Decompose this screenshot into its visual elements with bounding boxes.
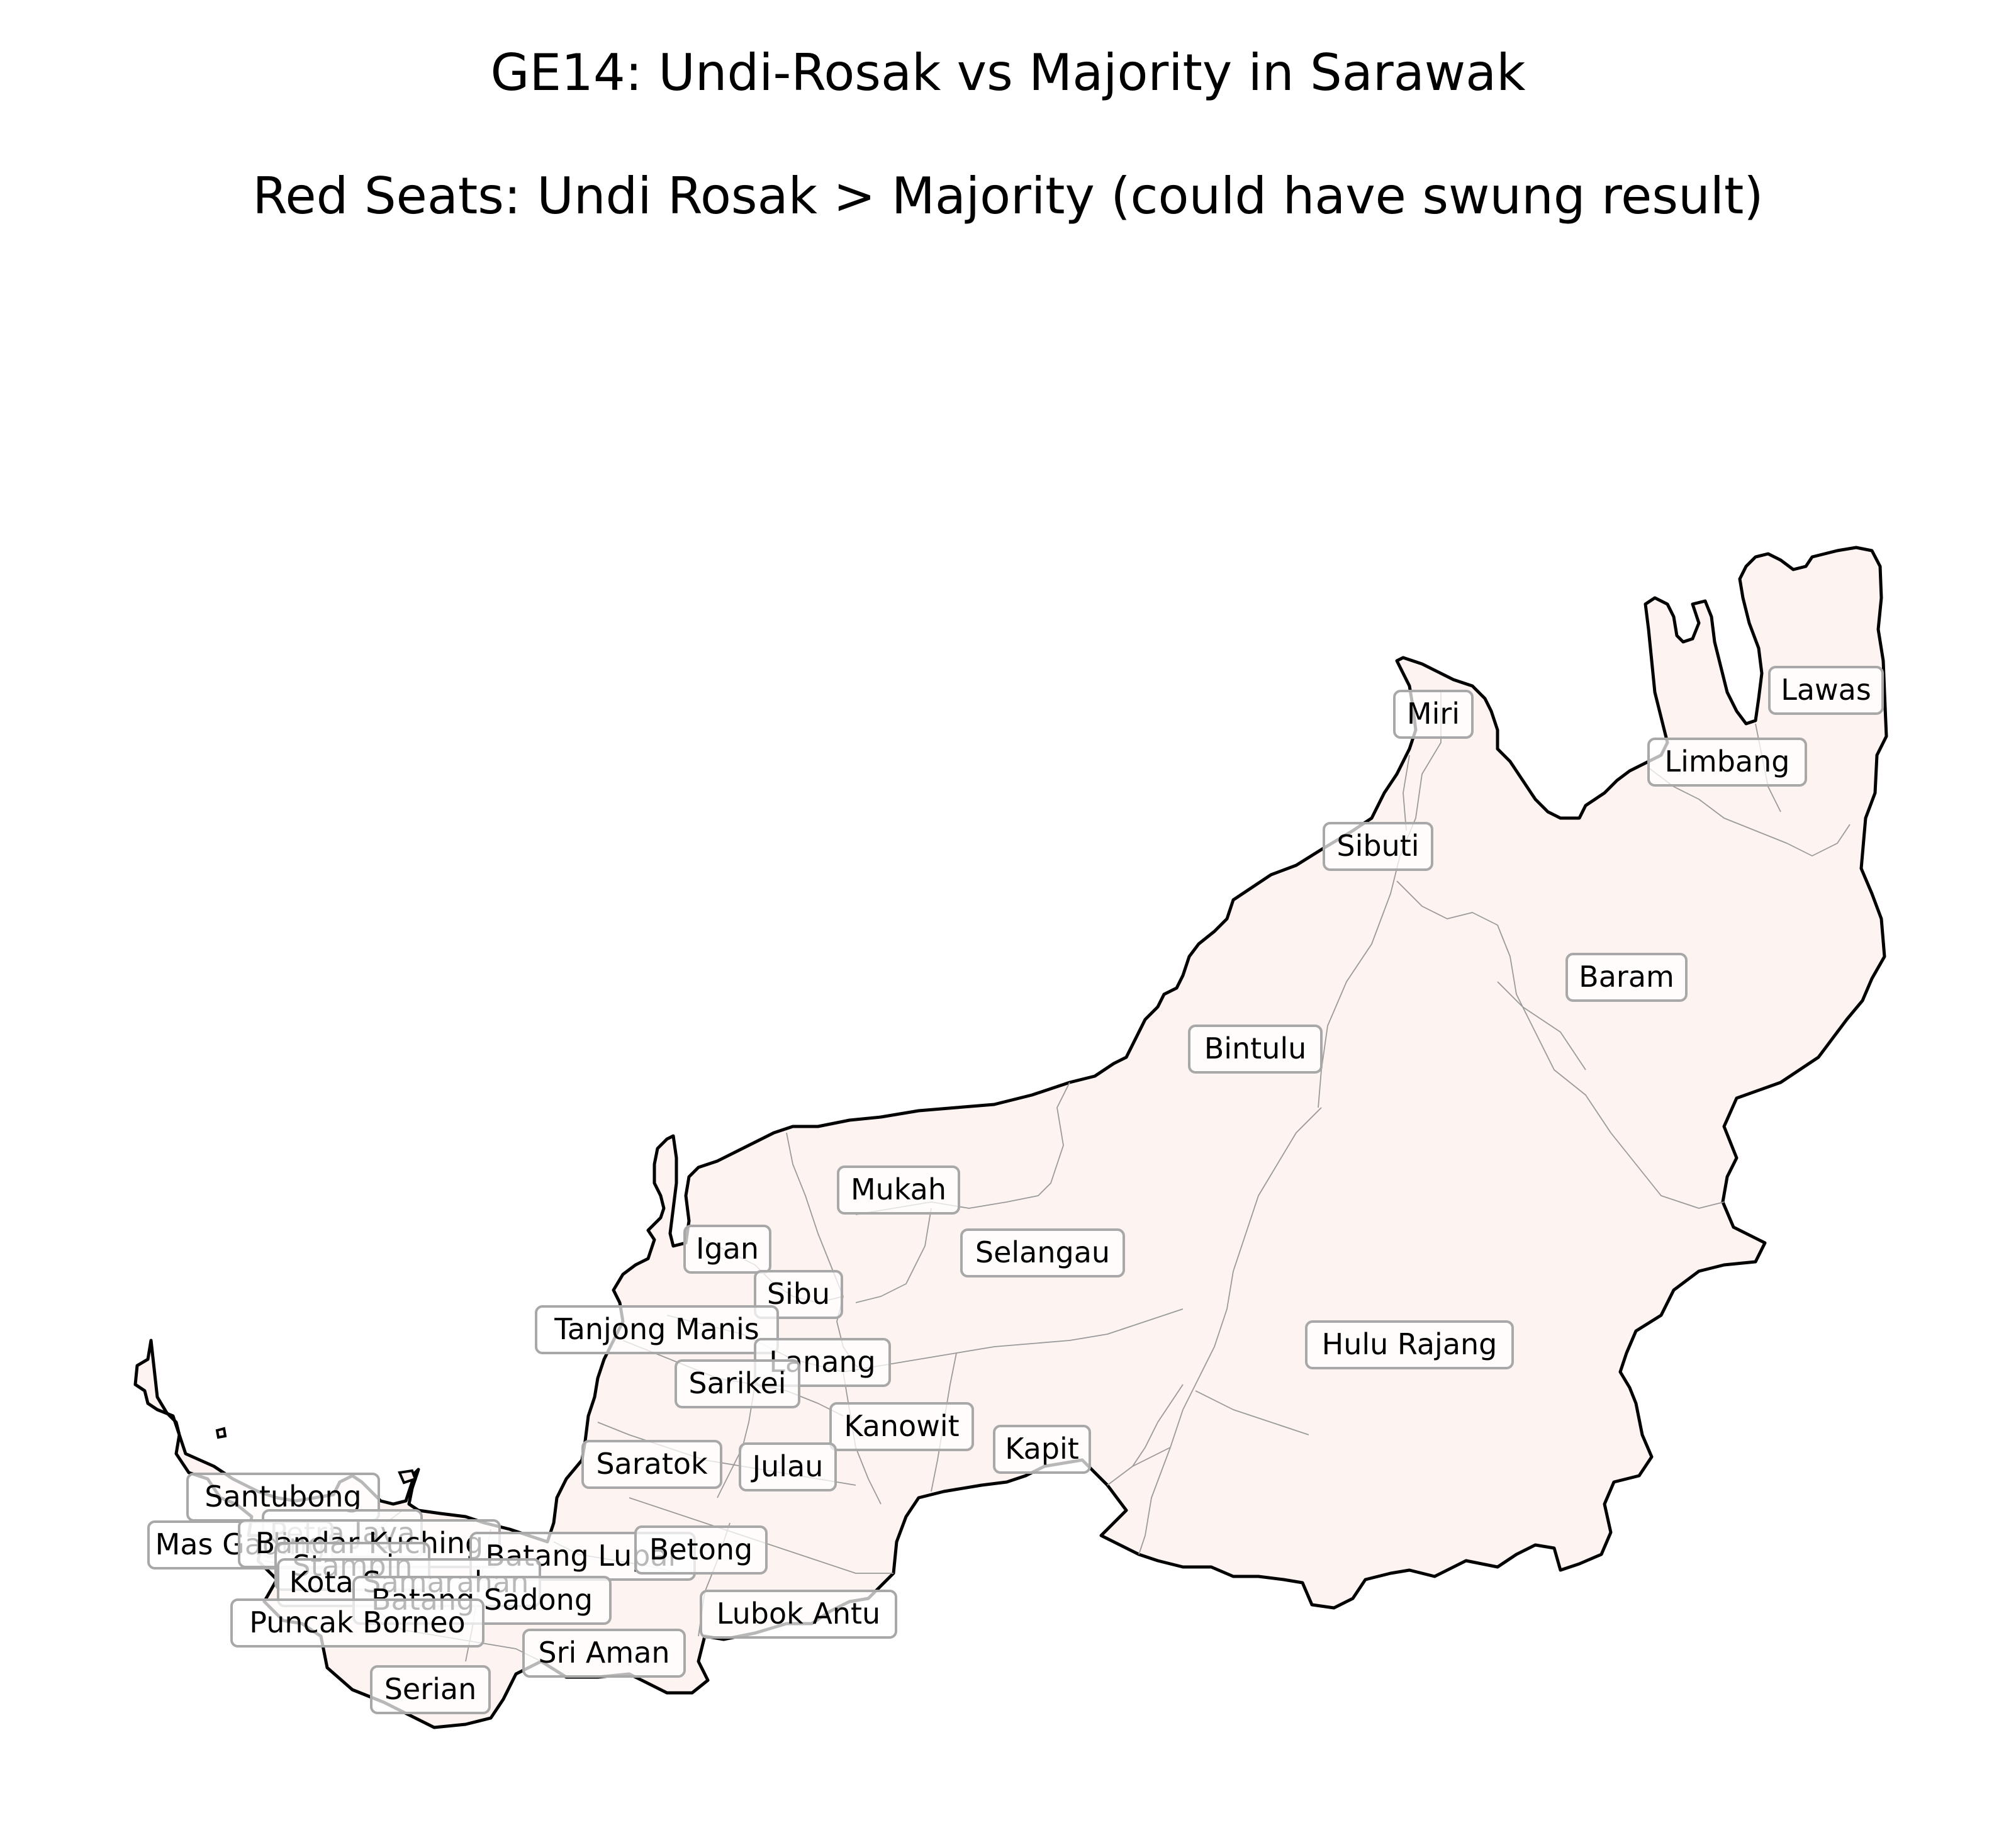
label-text: Betong [649,1532,753,1566]
label-box [739,1442,837,1491]
seat-label: Sri Aman [522,1629,686,1678]
label-box [960,1228,1125,1278]
seat-label: Santubong [186,1473,380,1522]
label-box [754,1270,843,1319]
label-box [1565,953,1688,1002]
seat-label: Bintulu [1188,1025,1323,1074]
label-box [1188,1025,1323,1074]
seat-label: Sibuti [1323,822,1433,871]
label-text: Sri Aman [538,1636,669,1670]
map-subtitle: Red Seats: Undi Rosak > Majority (could … [252,167,1763,225]
sarawak-outline [133,546,1888,1729]
label-box [1323,822,1433,871]
label-text: Lawas [1781,673,1871,707]
label-text: Julau [751,1449,824,1483]
seat-label: Igan [683,1225,771,1274]
label-text: Sarikei [688,1366,786,1400]
islet-northwest [215,1427,227,1439]
label-text: Lubok Antu [717,1597,880,1631]
seat-label: Kapit [993,1425,1091,1474]
seat-label: Puncak Borneo [230,1598,484,1648]
seat-label: Lawas [1768,666,1884,715]
label-text: Kapit [1005,1432,1079,1466]
label-box [700,1590,897,1639]
label-text: Kanowit [844,1409,959,1443]
label-text: Bintulu [1204,1031,1307,1065]
map-title: GE14: Undi-Rosak vs Majority in Sarawak [490,43,1526,102]
label-box [683,1225,771,1274]
label-box [581,1440,722,1489]
label-text: Serian [384,1672,477,1706]
label-text: Tanjong Manis [554,1312,759,1346]
seat-label: Julau [739,1442,837,1491]
label-text: Sibu [767,1277,830,1311]
label-box [1647,738,1807,787]
label-text: Puncak Borneo [249,1605,465,1639]
label-text: Saratok [596,1447,708,1481]
seat-labels: Lawas Miri Limbang Sibuti Baram Bintulu … [147,666,1884,1714]
label-box [522,1629,686,1678]
label-text: Igan [696,1232,759,1266]
label-box [993,1425,1091,1474]
seat-label: Limbang [1647,738,1807,787]
seat-label: Selangau [960,1228,1125,1278]
seat-label: Hulu Rajang [1305,1320,1514,1369]
seat-label: Miri [1393,690,1474,739]
label-box [829,1402,974,1451]
seat-label: Saratok [581,1440,722,1489]
label-text: Santubong [204,1480,361,1513]
label-box [370,1665,491,1714]
seat-label: Mukah [837,1165,960,1215]
seat-label: Kanowit [829,1402,974,1451]
label-box [535,1305,779,1354]
label-box [1393,690,1474,739]
label-text: Mukah [851,1172,946,1206]
seat-label: Betong [634,1525,768,1575]
seat-label: Baram [1565,953,1688,1002]
label-text: Selangau [975,1235,1110,1269]
seat-label: Serian [370,1665,491,1714]
label-text: Baram [1579,960,1674,994]
label-box [634,1525,768,1575]
seat-label: Lubok Antu [700,1590,897,1639]
islet-bako [398,1469,417,1485]
seat-label: Sarikei [675,1359,800,1408]
label-text: Hulu Rajang [1322,1327,1498,1361]
label-text: Limbang [1665,744,1790,778]
seat-label: Sibu [754,1270,843,1319]
label-box [675,1359,800,1408]
label-text: Sibuti [1336,829,1419,863]
seat-label: Tanjong Manis [535,1305,779,1354]
sarawak-landmass [133,546,1888,1729]
label-text: Miri [1407,697,1460,731]
label-box [230,1598,484,1648]
label-box [1768,666,1884,715]
label-box [837,1165,960,1215]
label-box [1305,1320,1514,1369]
